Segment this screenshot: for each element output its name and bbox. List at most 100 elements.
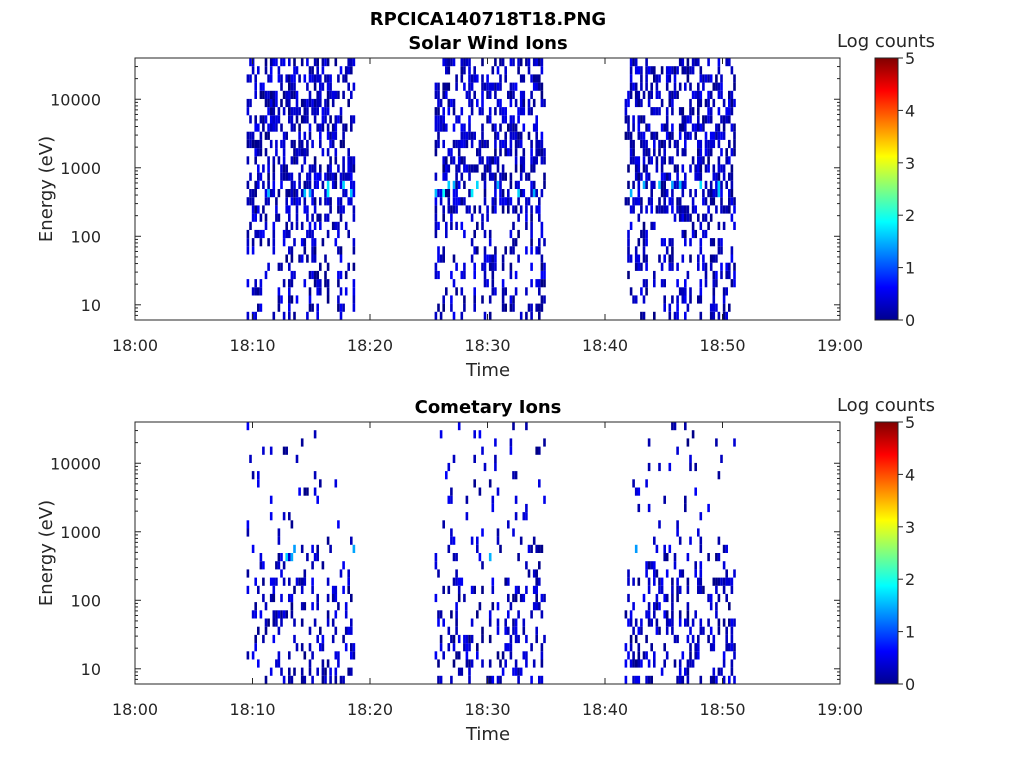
- spectrogram-cell: [694, 561, 697, 570]
- spectrogram-cell: [676, 148, 679, 157]
- spectrogram-cell: [476, 74, 479, 83]
- spectrogram-cell: [450, 536, 453, 545]
- spectrogram-cell: [509, 82, 513, 91]
- spectrogram-cell: [272, 172, 276, 181]
- spectrogram-cell: [730, 246, 734, 255]
- spectrogram-cell: [300, 618, 304, 627]
- spectrogram-cell: [645, 561, 648, 570]
- spectrogram-cell: [450, 98, 453, 108]
- spectrogram-cell: [488, 82, 492, 91]
- spectrogram-cell: [334, 585, 338, 594]
- spectrogram-cell: [321, 66, 325, 75]
- spectrogram-cell: [519, 139, 523, 149]
- colorbar-tick-label: 1: [905, 623, 915, 642]
- spectrogram-cell: [494, 180, 497, 189]
- spectrogram-cell: [653, 577, 656, 586]
- spectrogram-cell: [468, 675, 471, 684]
- spectrogram-cell: [319, 279, 322, 288]
- spectrogram-cell: [264, 58, 268, 67]
- spectrogram-cell: [329, 675, 332, 684]
- spectrogram-cell: [655, 544, 659, 553]
- spectrogram-cell: [494, 189, 497, 198]
- spectrogram-cell: [339, 311, 343, 320]
- spectrogram-cell: [645, 180, 648, 189]
- spectrogram-cell: [437, 82, 440, 91]
- spectrogram-cell: [254, 287, 257, 296]
- spectrogram-cell: [324, 270, 327, 280]
- spectrogram-cell: [352, 246, 356, 255]
- spectrogram-cell: [269, 98, 273, 108]
- spectrogram-cell: [326, 98, 330, 108]
- spectrogram-cell: [339, 675, 343, 684]
- spectrogram-cell: [293, 74, 296, 83]
- spectrogram-cell: [507, 90, 510, 99]
- spectrogram-cell: [321, 634, 325, 644]
- spectrogram-cell: [342, 90, 345, 99]
- spectrogram-cell: [339, 115, 343, 124]
- spectrogram-cell: [530, 643, 533, 652]
- spectrogram-cell: [653, 659, 656, 668]
- spectrogram-cell: [629, 148, 633, 157]
- spectrogram-cell: [514, 495, 518, 504]
- spectrogram-cell: [452, 205, 456, 214]
- spectrogram-cell: [655, 602, 659, 611]
- spectrogram-cell: [282, 577, 286, 586]
- spectrogram-cell: [640, 66, 643, 75]
- spectrogram-cell: [691, 229, 695, 239]
- x-tick-label: 19:00: [817, 700, 863, 719]
- spectrogram-cell: [251, 139, 255, 149]
- spectrogram-cell: [691, 156, 695, 165]
- spectrogram-cell: [470, 164, 474, 173]
- spectrogram-cell: [684, 287, 687, 296]
- spectrogram-cell: [295, 197, 299, 206]
- spectrogram-cell: [447, 66, 451, 75]
- spectrogram-cell: [334, 221, 338, 230]
- spectrogram-cell: [442, 651, 445, 660]
- spectrogram-cell: [439, 634, 443, 644]
- colorbar-tick-label: 5: [905, 49, 915, 68]
- spectrogram-cell: [660, 205, 664, 214]
- spectrogram-cell: [660, 98, 664, 108]
- spectrogram-cell: [697, 577, 700, 586]
- spectrogram-cell: [733, 148, 736, 157]
- spectrogram-cell: [722, 295, 726, 304]
- spectrogram-cell: [535, 115, 538, 124]
- spectrogram-cell: [501, 295, 505, 304]
- spectrogram-cell: [681, 164, 685, 173]
- spectrogram-cell: [254, 115, 257, 124]
- spectrogram-cell: [694, 172, 697, 181]
- spectrogram-cell: [653, 66, 656, 75]
- spectrogram-cell: [342, 205, 345, 214]
- spectrogram-cell: [629, 618, 633, 627]
- spectrogram-cell: [457, 148, 461, 157]
- spectrogram-cell: [637, 659, 641, 668]
- spectrogram-cell: [509, 303, 513, 312]
- spectrogram-cell: [277, 626, 281, 635]
- spectrogram-cell: [704, 229, 708, 239]
- spectrogram-cell: [650, 66, 653, 75]
- spectrogram-cell: [326, 295, 330, 304]
- spectrogram-cell: [512, 115, 515, 124]
- spectrogram-cell: [627, 229, 630, 239]
- spectrogram-cell: [634, 164, 638, 173]
- spectrogram-cell: [733, 270, 736, 280]
- spectrogram-cell: [634, 90, 638, 99]
- spectrogram-cell: [452, 197, 456, 206]
- spectrogram-cell: [257, 148, 260, 157]
- spectrogram-cell: [313, 487, 317, 496]
- spectrogram-cell: [494, 58, 497, 67]
- spectrogram-cell: [681, 180, 685, 189]
- spectrogram-cell: [254, 610, 257, 619]
- spectrogram-cell: [298, 197, 301, 206]
- spectrogram-cell: [725, 634, 728, 644]
- spectrogram-cell: [715, 180, 718, 189]
- spectrogram-cell: [629, 74, 633, 83]
- spectrogram-cell: [437, 221, 440, 230]
- spectrogram-cell: [324, 189, 327, 198]
- spectrogram-cell: [720, 246, 723, 255]
- spectrogram-cell: [275, 213, 278, 222]
- spectrogram-cell: [288, 205, 291, 214]
- spectrogram-cell: [507, 626, 510, 635]
- spectrogram-cell: [720, 148, 723, 157]
- spectrogram-cell: [634, 58, 638, 67]
